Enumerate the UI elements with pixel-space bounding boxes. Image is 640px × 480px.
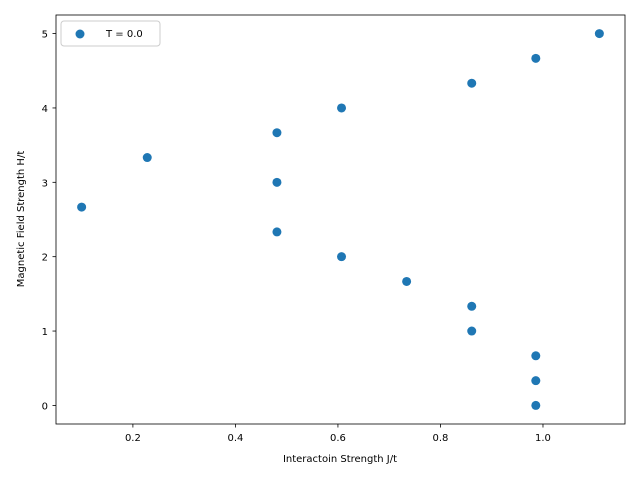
x-tick-label: 0.6	[330, 433, 346, 444]
y-tick-label: 5	[42, 30, 48, 41]
data-point	[337, 103, 347, 113]
y-tick-label: 1	[42, 327, 48, 338]
legend-box	[60, 20, 161, 47]
x-tick-label: 0.4	[227, 433, 243, 444]
x-tick-label: 1.0	[535, 433, 551, 444]
legend-marker	[75, 29, 85, 39]
x-tick-label: 0.8	[433, 433, 449, 444]
legend-label: T = 0.0	[105, 29, 143, 40]
data-point	[402, 276, 412, 286]
data-point	[337, 252, 347, 262]
legend: T = 0.0	[60, 20, 161, 47]
y-tick-label: 4	[42, 104, 48, 115]
y-axis-label: Magnetic Field Strength H/t	[16, 151, 27, 288]
x-axis-label: Interactoin Strength J/t	[283, 454, 397, 465]
data-point	[531, 351, 541, 361]
data-point	[467, 78, 477, 88]
data-point	[272, 227, 282, 237]
y-tick-label: 0	[42, 401, 48, 412]
data-point	[142, 153, 152, 163]
x-tick-label: 0.2	[125, 433, 141, 444]
data-point	[77, 202, 87, 212]
data-point	[531, 376, 541, 386]
y-ticks: 0 1 2 3 4 5	[42, 30, 56, 412]
data-point	[467, 301, 477, 311]
plot-frame	[55, 14, 626, 425]
y-tick-label: 2	[42, 253, 48, 264]
points-layer	[77, 29, 604, 410]
data-point	[531, 53, 541, 63]
data-point	[467, 326, 477, 336]
x-ticks: 0.2 0.4 0.6 0.8 1.0	[125, 424, 551, 444]
data-point	[272, 128, 282, 138]
data-point	[594, 29, 604, 39]
y-tick-label: 3	[42, 178, 48, 189]
data-point	[272, 177, 282, 187]
data-point	[531, 400, 541, 410]
